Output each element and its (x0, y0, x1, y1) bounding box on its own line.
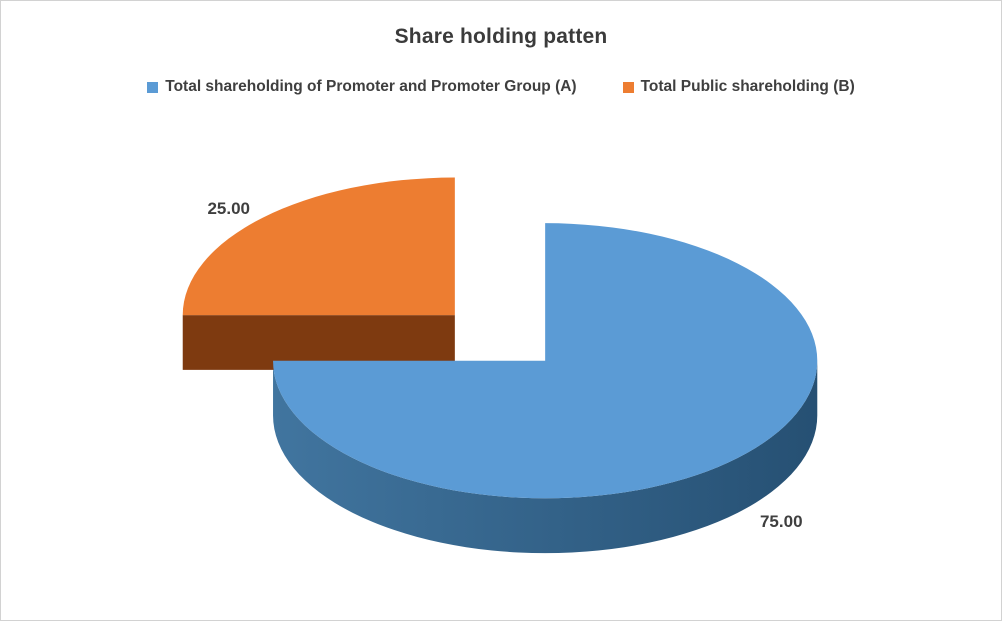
data-label-public: 25.00 (207, 199, 251, 219)
pie-slice-1-cut-face (182, 315, 455, 370)
data-label-promoter-group: 75.00 (759, 511, 803, 531)
pie-slice-1-top[interactable] (182, 177, 455, 316)
legend-swatch-blue (147, 81, 159, 93)
legend-item-promoter-group[interactable]: Total shareholding of Promoter and Promo… (147, 78, 577, 96)
legend-label-promoter-group: Total shareholding of Promoter and Promo… (165, 78, 577, 95)
chart-title: Share holding patten (394, 25, 608, 48)
legend-swatch-orange (622, 81, 634, 93)
pie-slice-0-rim (273, 360, 818, 554)
legend-item-public[interactable]: Total Public shareholding (B) (622, 78, 855, 96)
legend-label-public: Total Public shareholding (B) (640, 78, 855, 95)
legend: Total shareholding of Promoter and Promo… (1, 78, 1001, 96)
pie-slice-0-top[interactable] (273, 223, 818, 499)
